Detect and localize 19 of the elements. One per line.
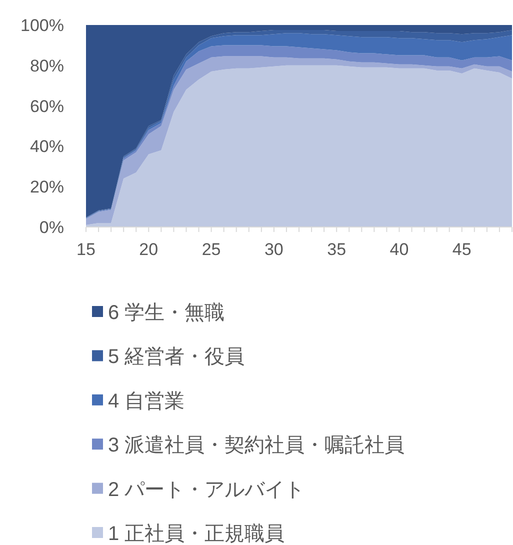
x-tick-label: 35 [327,240,346,259]
x-tick-label: 15 [76,240,96,259]
y-tick-label: 60% [30,96,64,116]
legend-label: 6 学生・無職 [108,302,225,324]
x-tick-label: 20 [139,240,158,259]
x-tick-label: 25 [202,240,221,259]
x-tick-label: 30 [264,240,284,259]
y-tick-label: 20% [30,178,64,197]
x-tick-label: 40 [390,240,409,259]
y-tick-label: 100% [20,16,64,35]
legend-label: 1 正社員・正規職員 [108,523,285,545]
y-tick-label: 80% [30,56,64,76]
x-tick-label: 45 [452,240,472,259]
legend-label: 3 派遣社員・契約社員・嘱託社員 [108,434,405,457]
legend-label: 2 パート・アルバイト [108,478,305,501]
legend-label: 4 自営業 [108,390,185,412]
legend-label: 5 経営者・役員 [108,346,245,368]
y-tick-label: 0% [39,218,64,237]
y-tick-label: 40% [30,137,64,156]
